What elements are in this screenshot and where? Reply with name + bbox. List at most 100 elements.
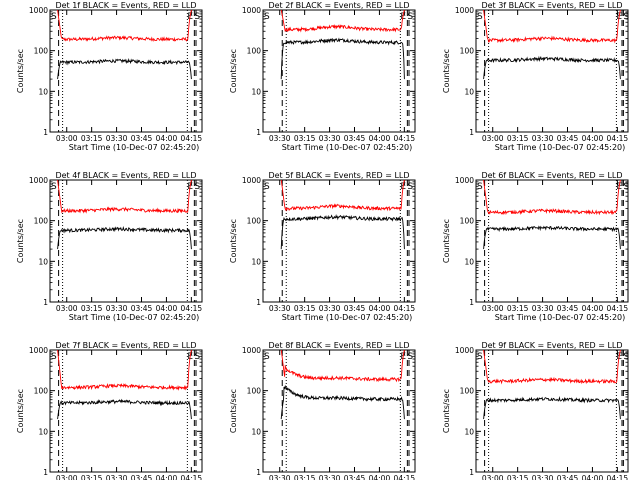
saa-marker: S bbox=[623, 12, 629, 22]
lld-series-line bbox=[280, 179, 405, 212]
y-tick-label: 1 bbox=[469, 298, 474, 307]
y-axis-label: Counts/sec bbox=[16, 49, 25, 93]
x-tick-label: 04:15 bbox=[394, 304, 416, 313]
x-axis-label: Start Time (10-Dec-07 02:45:20) bbox=[282, 143, 413, 152]
x-tick-label: 04:00 bbox=[369, 134, 391, 143]
y-tick-label: 1 bbox=[469, 128, 474, 137]
y-tick-label: 100 bbox=[247, 387, 262, 396]
y-tick-label: 10 bbox=[464, 87, 474, 96]
x-tick-label: 03:30 bbox=[532, 134, 554, 143]
x-tick-label: 04:15 bbox=[181, 304, 203, 313]
x-tick-label: 03:30 bbox=[106, 304, 128, 313]
x-tick-label: 04:00 bbox=[582, 134, 604, 143]
x-tick-label: 03:15 bbox=[81, 304, 103, 313]
x-tick-label: 03:15 bbox=[294, 134, 316, 143]
y-tick-label: 1000 bbox=[455, 6, 474, 15]
y-tick-label: 100 bbox=[34, 217, 49, 226]
y-tick-label: 100 bbox=[247, 47, 262, 56]
x-tick-label: 04:15 bbox=[181, 134, 203, 143]
y-tick-label: 100 bbox=[460, 47, 475, 56]
x-tick-label: 03:45 bbox=[131, 304, 153, 313]
panel-det-2: Det 2f BLACK = Events, RED = LLD 1 10 100 10… bbox=[229, 1, 416, 152]
x-tick-label: 04:15 bbox=[607, 134, 629, 143]
saa-marker: S bbox=[623, 182, 629, 192]
panel-title: Det 3f BLACK = Events, RED = LLD bbox=[481, 1, 622, 10]
plot-frame bbox=[262, 9, 416, 133]
panel-title: Det 5f BLACK = Events, RED = LLD bbox=[268, 171, 409, 180]
x-tick-label: 04:00 bbox=[582, 474, 604, 480]
events-series-line bbox=[280, 213, 405, 250]
panel-title: Det 6f BLACK = Events, RED = LLD bbox=[481, 171, 622, 180]
x-tick-label: 04:15 bbox=[607, 304, 629, 313]
x-tick-label: 03:30 bbox=[319, 304, 341, 313]
x-tick-label: 03:15 bbox=[507, 134, 529, 143]
panel-det-5: Det 5f BLACK = Events, RED = LLD 1 10 100 10… bbox=[229, 171, 416, 322]
y-axis-label: Counts/sec bbox=[229, 219, 238, 263]
lld-series-line bbox=[57, 179, 192, 214]
y-tick-label: 1000 bbox=[29, 346, 48, 355]
y-tick-label: 1000 bbox=[29, 176, 48, 185]
x-tick-label: 03:30 bbox=[319, 134, 341, 143]
panel-title: Det 1f BLACK = Events, RED = LLD bbox=[55, 1, 196, 10]
start-marker: S bbox=[51, 352, 57, 362]
events-series-line bbox=[280, 37, 405, 80]
plot-frame bbox=[475, 9, 629, 133]
start-marker: S bbox=[264, 12, 270, 22]
y-tick-label: 1000 bbox=[242, 6, 261, 15]
x-tick-label: 03:15 bbox=[294, 474, 316, 480]
events-series-line bbox=[280, 384, 405, 420]
x-tick-label: 04:00 bbox=[582, 304, 604, 313]
y-tick-label: 10 bbox=[251, 427, 261, 436]
x-tick-label: 04:00 bbox=[369, 474, 391, 480]
lld-series-line bbox=[483, 179, 621, 216]
saa-marker: S bbox=[194, 182, 200, 192]
x-tick-label: 04:00 bbox=[156, 474, 178, 480]
x-tick-label: 03:45 bbox=[131, 134, 153, 143]
x-tick-label: 04:00 bbox=[156, 304, 178, 313]
panel-det-9: Det 9f BLACK = Events, RED = LLD 1 10 100 10… bbox=[442, 341, 629, 480]
x-axis-label: Start Time (10-Dec-07 02:45:20) bbox=[69, 313, 200, 322]
y-tick-label: 1000 bbox=[455, 346, 474, 355]
panel-title: Det 8f BLACK = Events, RED = LLD bbox=[268, 341, 409, 350]
plot-frame bbox=[49, 9, 203, 133]
x-tick-label: 03:00 bbox=[56, 134, 78, 143]
y-tick-label: 100 bbox=[247, 217, 262, 226]
saa-marker: S bbox=[407, 182, 413, 192]
y-tick-label: 1 bbox=[256, 128, 261, 137]
y-axis-label: Counts/sec bbox=[229, 389, 238, 433]
plot-frame bbox=[262, 349, 416, 473]
x-tick-label: 03:00 bbox=[56, 474, 78, 480]
lld-series-line bbox=[483, 349, 621, 385]
y-tick-label: 100 bbox=[34, 387, 49, 396]
x-axis-label: Start Time (10-Dec-07 02:45:20) bbox=[495, 143, 626, 152]
lld-series-line bbox=[483, 9, 621, 44]
panel-title: Det 9f BLACK = Events, RED = LLD bbox=[481, 341, 622, 350]
events-series-line bbox=[483, 225, 621, 250]
x-tick-label: 03:00 bbox=[56, 304, 78, 313]
panel-det-3: Det 3f BLACK = Events, RED = LLD 1 10 100 10… bbox=[442, 1, 629, 152]
x-axis-label: Start Time (10-Dec-07 02:45:20) bbox=[282, 313, 413, 322]
y-tick-label: 1000 bbox=[242, 176, 261, 185]
saa-marker: S bbox=[623, 352, 629, 362]
x-tick-label: 03:45 bbox=[344, 304, 366, 313]
x-tick-label: 03:30 bbox=[532, 474, 554, 480]
panel-det-1: Det 1f BLACK = Events, RED = LLD 1 10 100 10… bbox=[16, 1, 203, 152]
events-series-line bbox=[57, 226, 192, 250]
x-tick-label: 03:15 bbox=[507, 304, 529, 313]
x-tick-label: 03:15 bbox=[294, 304, 316, 313]
x-tick-label: 03:30 bbox=[319, 474, 341, 480]
y-axis-label: Counts/sec bbox=[229, 49, 238, 93]
plot-frame bbox=[475, 179, 629, 303]
plot-frame bbox=[49, 349, 203, 473]
x-tick-label: 04:15 bbox=[394, 134, 416, 143]
plot-frame bbox=[475, 349, 629, 473]
x-tick-label: 03:45 bbox=[344, 134, 366, 143]
start-marker: S bbox=[51, 12, 57, 22]
start-marker: S bbox=[264, 352, 270, 362]
lld-series-line bbox=[57, 9, 192, 42]
x-axis-label: Start Time (10-Dec-07 02:45:20) bbox=[69, 143, 200, 152]
panel-title: Det 2f BLACK = Events, RED = LLD bbox=[268, 1, 409, 10]
x-tick-label: 03:45 bbox=[557, 304, 579, 313]
